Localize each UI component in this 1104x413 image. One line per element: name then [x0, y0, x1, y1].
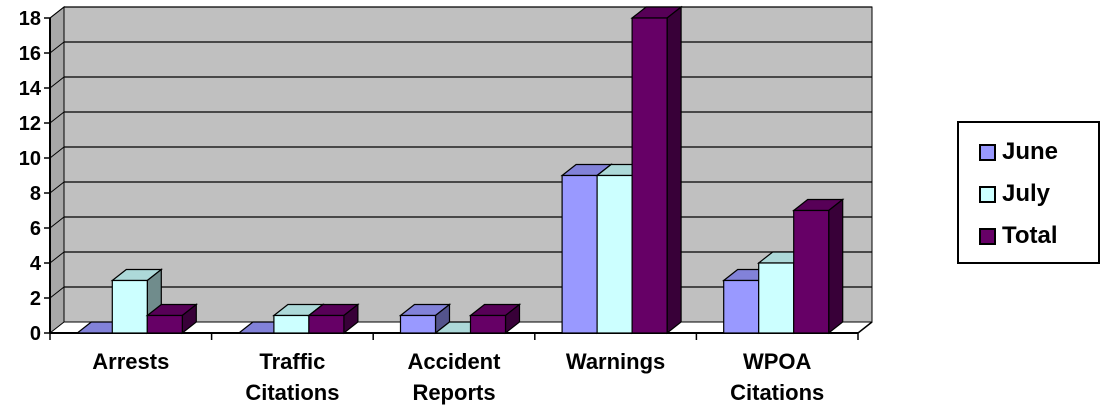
gridline-side: [49, 41, 65, 54]
bar-front: [111, 279, 148, 334]
bar-front: [146, 314, 183, 334]
bar-side: [666, 5, 682, 335]
legend-swatch-july: [979, 185, 996, 203]
y-tick-label: 4: [30, 253, 42, 275]
gridline-side: [49, 251, 65, 264]
bar-front: [561, 174, 598, 334]
x-category-label: WPOA Citations: [730, 349, 824, 405]
gridline-side: [49, 286, 65, 299]
legend-item-june: June: [979, 138, 1059, 165]
bar: [468, 303, 522, 335]
bar: [145, 303, 199, 335]
x-category-label: Arrests: [92, 349, 169, 374]
gridline-side: [49, 146, 65, 159]
side-wall: [49, 5, 65, 335]
bar-side: [828, 198, 844, 335]
floor-edge: [857, 321, 873, 334]
bar-front: [631, 17, 668, 334]
legend-item-july: July: [979, 180, 1051, 207]
bar: [398, 303, 452, 335]
y-tick-label: 0: [30, 323, 41, 345]
y-tick-label: 2: [30, 288, 41, 310]
y-tick-label: 10: [19, 148, 41, 170]
bar-front: [399, 314, 437, 334]
legend-label-total: Total: [1002, 222, 1058, 249]
bar-front: [758, 262, 795, 334]
bar: [307, 303, 360, 335]
legend-label-july: July: [1002, 180, 1051, 207]
y-tick-label: 16: [19, 43, 41, 65]
legend-label-june: June: [1002, 138, 1059, 165]
bar-front: [273, 314, 310, 334]
gridline-side: [49, 181, 65, 194]
gridlines: [49, 6, 872, 299]
bar: [630, 5, 683, 335]
bars: [75, 5, 845, 335]
bar: [791, 198, 845, 335]
x-category-label: Warnings: [566, 349, 665, 374]
bar-front: [596, 174, 633, 334]
gridline-side: [49, 76, 65, 89]
gridline-side: [49, 216, 65, 229]
bar-front: [469, 314, 507, 334]
legend: June July Total: [957, 121, 1100, 264]
x-axis-labels: Arrests Traffic Citations Accident Reports Wa…: [92, 349, 824, 405]
bar-front: [723, 279, 760, 334]
gridline-side: [49, 111, 65, 124]
y-tick-label: 12: [19, 113, 41, 135]
bar-front: [793, 209, 830, 334]
legend-swatch-june: [979, 143, 996, 161]
x-category-label: Traffic Citations: [245, 349, 339, 405]
y-tick-label: 18: [19, 8, 41, 30]
y-axis-ticks: 0 2 4 6 8 10 12 14 16 18: [19, 8, 50, 345]
legend-item-total: Total: [979, 222, 1058, 249]
x-category-label: Accident Reports: [408, 349, 502, 405]
bar-front: [308, 314, 345, 334]
y-tick-label: 6: [30, 218, 41, 240]
legend-swatch-total: [979, 227, 996, 245]
y-tick-label: 8: [30, 183, 41, 205]
gridline-side: [49, 6, 65, 19]
y-tick-label: 14: [19, 78, 42, 100]
